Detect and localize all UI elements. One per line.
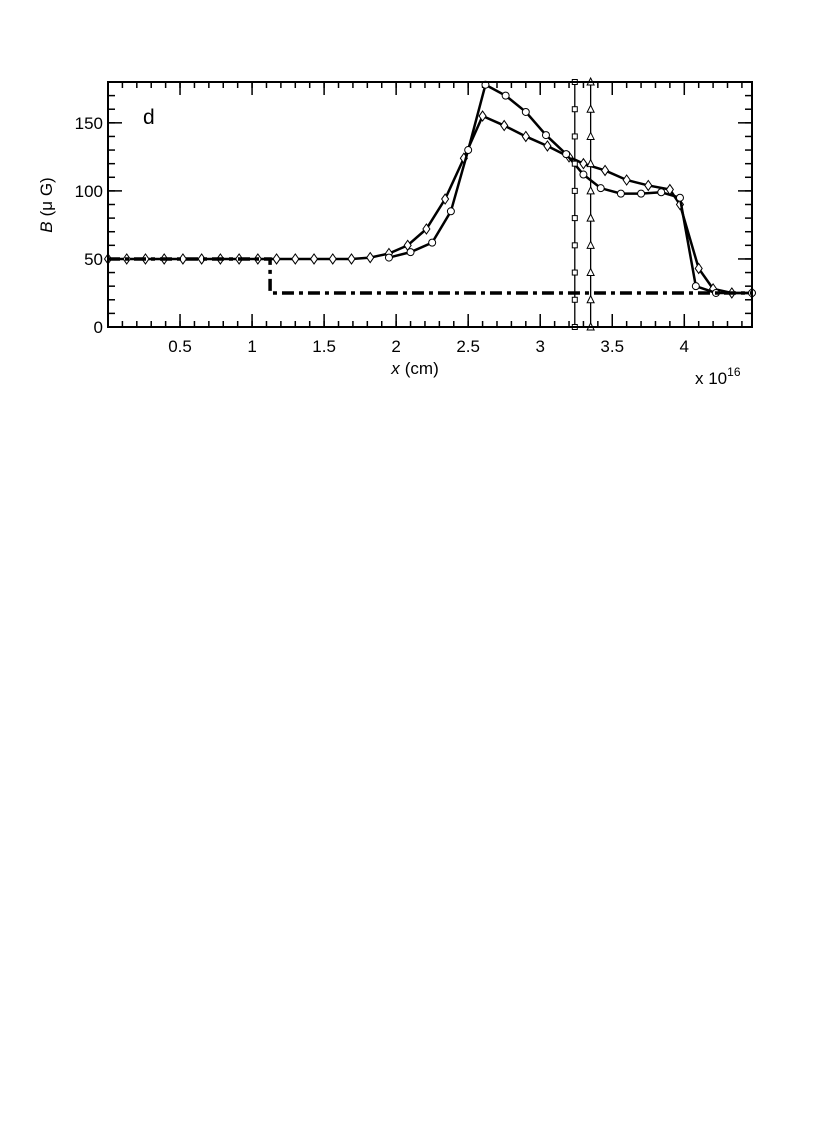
marker [291,253,300,265]
marker [521,130,530,143]
marker [586,294,595,304]
x-tick-label: 1 [247,337,256,356]
marker [571,269,578,276]
marker [644,179,653,192]
marker [571,133,578,140]
marker [571,187,578,194]
x-scale-exponent: 16 [727,365,741,379]
y-axis-label: B (μ G) [37,177,56,232]
marker [691,282,700,291]
y-label-unit: (μ G) [37,177,56,216]
marker [562,150,571,159]
marker [571,215,578,222]
marker [309,253,319,265]
marker [675,193,684,202]
marker [579,170,588,179]
marker [521,107,530,116]
marker [657,188,666,197]
x-label-unit: (cm) [405,359,439,378]
marker [586,240,595,249]
x-tick-label: 1.5 [312,337,336,356]
marker [422,223,431,235]
x-label-symbol: x [390,359,400,378]
marker [541,131,550,140]
marker [616,189,625,198]
y-label-symbol: B [37,221,56,232]
marker [571,106,578,113]
marker [596,184,605,193]
marker [586,131,595,140]
marker [464,146,473,155]
marker [586,185,595,195]
marker [600,164,610,177]
x-scale-label: x 10 [695,369,727,388]
marker [579,157,588,170]
marker [586,267,595,277]
y-tick-label: 100 [75,182,103,201]
marker [478,110,487,122]
marker [347,253,356,265]
marker [586,212,595,222]
marker [384,253,393,262]
annotation: d [143,106,155,129]
marker [441,193,450,205]
marker [694,262,703,275]
x-tick-label: 3 [535,337,544,356]
x-tick-label: 3.5 [600,337,624,356]
marker [543,140,552,152]
x-tick-label: 0.5 [168,337,192,356]
marker [500,119,509,132]
x-tick-label: 2 [391,337,400,356]
marker [501,91,510,100]
marker [428,238,437,247]
y-tick-label: 50 [84,250,103,269]
marker [586,158,595,168]
marker [622,174,631,186]
plot-frame [107,81,753,328]
marker [586,104,595,113]
marker [366,251,375,264]
x-axis-label: x (cm) [390,359,438,378]
marker [272,253,281,265]
y-tick-label: 150 [75,114,103,133]
x-tick-label: 4 [680,337,689,356]
marker [637,189,646,198]
marker [571,296,578,303]
marker [406,248,415,257]
series-line [108,257,752,295]
marker [446,207,455,216]
y-tick-label: 0 [94,318,103,337]
marker [571,242,578,249]
x-scale: x 1016 [695,365,741,388]
marker [328,253,337,265]
x-tick-label: 2.5 [456,337,480,356]
marker [571,160,578,167]
